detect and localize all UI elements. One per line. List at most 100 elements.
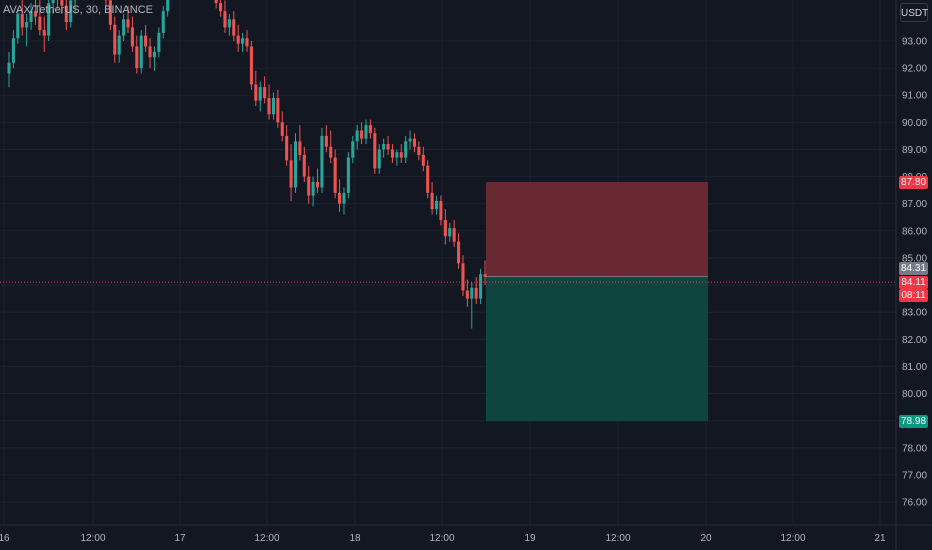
candle-down: [276, 97, 280, 123]
candle-up: [241, 38, 245, 44]
candle-up: [355, 130, 359, 142]
candle-down: [135, 46, 139, 69]
candle-up: [293, 141, 298, 188]
candle-down: [20, 13, 24, 28]
candle-down: [333, 157, 337, 193]
candle-up: [351, 141, 355, 158]
candle-up: [320, 135, 324, 188]
candle-up: [117, 35, 121, 55]
candle-down: [421, 154, 425, 166]
candle-up: [166, 0, 170, 12]
candle-up: [11, 38, 15, 63]
candle-down: [426, 165, 430, 193]
price-tick-label: 86.00: [902, 226, 927, 237]
candle-up: [434, 200, 439, 210]
price-tick-label: 92.00: [902, 64, 927, 75]
candle-up: [227, 19, 231, 28]
candle-up: [7, 62, 11, 74]
candle-down: [465, 290, 469, 299]
candle-down: [38, 16, 42, 31]
take-profit-zone: [486, 276, 708, 422]
candle-down: [60, 0, 64, 6]
price-tick-label: 81.00: [902, 362, 927, 373]
symbol-title[interactable]: AVAX/TetherUS, 30, BINANCE: [3, 4, 153, 16]
candle-down: [126, 19, 130, 28]
candle-down: [307, 176, 311, 196]
candle-down: [430, 192, 434, 210]
time-tick-label: 12:00: [80, 533, 105, 544]
stop-loss-zone: [486, 182, 708, 277]
candle-up: [258, 87, 262, 101]
candle-down: [42, 30, 46, 36]
price-tick-label: 91.00: [902, 91, 927, 102]
candle-up: [51, 0, 55, 4]
candle-up: [311, 182, 315, 196]
price-tick-label: 83.00: [902, 308, 927, 319]
time-tick-label: 18: [349, 533, 361, 544]
entry-price-tag: 84.31: [899, 262, 928, 275]
price-tick-label: 76.00: [902, 498, 927, 509]
candle-down: [315, 182, 320, 188]
candle-down: [457, 241, 461, 264]
candle-down: [285, 135, 289, 161]
candle-up: [382, 144, 386, 150]
time-tick-label: 16: [0, 533, 10, 544]
candle-up: [161, 11, 165, 33]
candle-down: [360, 130, 364, 139]
candle-down: [214, 0, 218, 4]
candle-up: [152, 51, 156, 58]
candle-up: [25, 22, 29, 28]
candle-up: [346, 157, 350, 193]
candle-down: [113, 24, 117, 55]
price-tick-label: 80.00: [902, 389, 927, 400]
price-tick-label: 82.00: [902, 335, 927, 346]
candle-down: [267, 97, 271, 115]
candle-down: [386, 144, 390, 150]
price-tick-label: 93.00: [902, 37, 927, 48]
candle-down: [33, 11, 37, 17]
candle-up: [395, 152, 399, 158]
candle-down: [461, 263, 465, 291]
last-price-tag: 84.11: [899, 276, 928, 289]
candle-down: [223, 11, 227, 28]
candle-up: [364, 125, 368, 139]
candle-down: [245, 38, 249, 47]
candle-down: [302, 154, 306, 177]
time-tick-label: 12:00: [780, 533, 805, 544]
candle-down: [483, 274, 487, 277]
candle-down: [324, 135, 328, 147]
price-tick-label: 78.00: [902, 443, 927, 454]
candle-down: [399, 152, 403, 158]
candle-down: [236, 35, 240, 44]
position-zones[interactable]: [486, 182, 708, 422]
candles: [7, 0, 487, 329]
countdown-tag: 08:11: [899, 289, 928, 302]
target-price-tag: 78.98: [899, 415, 928, 428]
candle-up: [342, 192, 346, 204]
time-tick-label: 12:00: [605, 533, 630, 544]
time-tick-label: 21: [874, 533, 886, 544]
candle-up: [448, 228, 452, 237]
candle-up: [69, 0, 73, 23]
candle-down: [298, 141, 302, 155]
candle-down: [148, 46, 152, 58]
candle-up: [271, 97, 275, 115]
candle-down: [439, 200, 443, 220]
candle-down: [373, 133, 377, 169]
currency-label[interactable]: USDT: [900, 3, 928, 22]
candle-down: [329, 146, 333, 158]
candle-up: [47, 3, 51, 36]
candle-up: [157, 32, 161, 52]
candle-down: [452, 228, 456, 242]
candle-down: [249, 46, 253, 85]
candle-up: [29, 11, 33, 23]
price-tick-label: 89.00: [902, 145, 927, 156]
candle-down: [64, 5, 68, 23]
candle-up: [470, 287, 474, 299]
price-tick-label: 77.00: [902, 470, 927, 481]
candle-up: [377, 149, 381, 169]
time-axis[interactable]: 16 12:00 17 12:00 18 12:00 19 12:00 20 12:00 21: [0, 533, 886, 544]
candle-down: [338, 192, 342, 204]
candle-up: [139, 35, 143, 69]
